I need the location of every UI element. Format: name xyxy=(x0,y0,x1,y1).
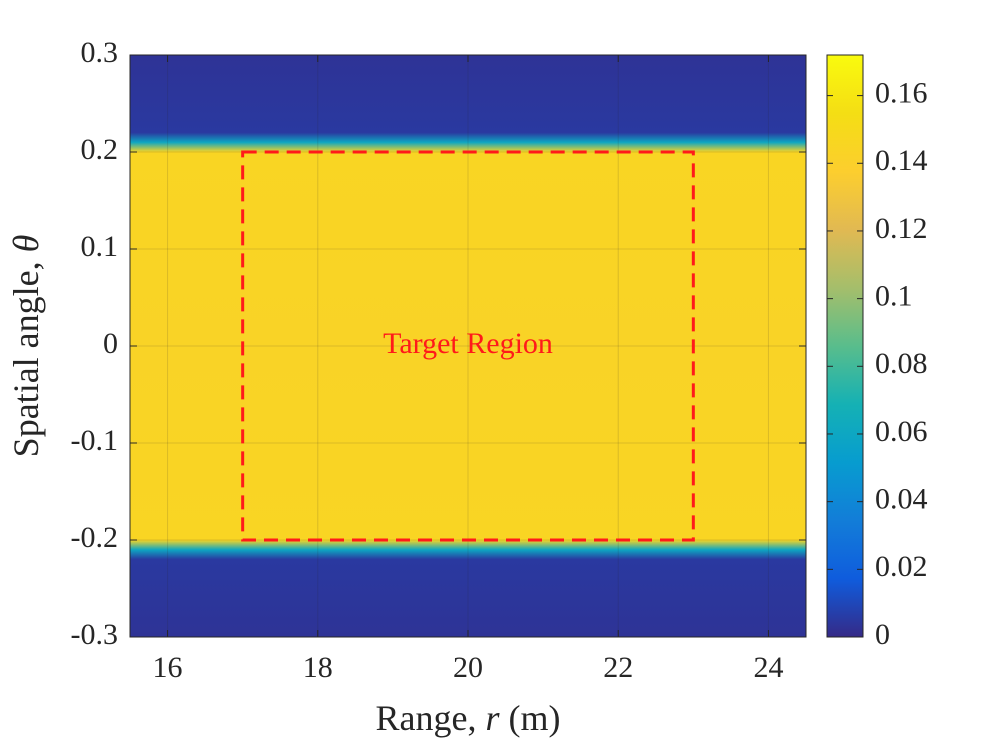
x-axis-label-var: r xyxy=(485,698,500,738)
colorbar: 0 0.02 0.04 0.06 0.08 0.1 0.12 0.14 0.16 xyxy=(826,54,928,651)
y-axis-label: Spatial angle, θ xyxy=(6,235,46,458)
y-axis-ticks: 0.3 0.2 0.1 0 -0.1 -0.2 -0.3 xyxy=(71,36,806,651)
colorbar-tick-label: 0 xyxy=(875,618,890,651)
colorbar-tick-label: 0.16 xyxy=(875,76,928,109)
y-axis-label-prefix: Spatial angle, xyxy=(6,252,46,457)
y-tick-label: -0.3 xyxy=(71,618,119,651)
x-axis-ticks: 16 18 20 22 24 xyxy=(153,55,783,684)
x-tick-label: 24 xyxy=(753,651,783,684)
x-tick-label: 16 xyxy=(153,651,183,684)
target-region-box xyxy=(241,150,695,542)
plot-area: Target Region 16 18 20 22 24 0.3 0.2 0.1 0 -0.1 -… xyxy=(71,36,807,684)
colorbar-tick-label: 0.14 xyxy=(875,144,928,177)
target-region-label: Target Region xyxy=(383,327,553,360)
x-tick-label: 20 xyxy=(453,651,483,684)
y-axis-label-var: θ xyxy=(6,235,46,253)
colorbar-ticks: 0 0.02 0.04 0.06 0.08 0.1 0.12 0.14 0.16 xyxy=(827,76,928,651)
colorbar-tick-label: 0.04 xyxy=(875,483,928,516)
x-axis-label-prefix: Range, xyxy=(376,698,486,738)
colorbar-tick-label: 0.08 xyxy=(875,347,928,380)
colorbar-tick-label: 0.02 xyxy=(875,550,928,583)
x-tick-label: 18 xyxy=(303,651,333,684)
x-axis-label: Range, r (m) xyxy=(376,698,561,738)
x-tick-label: 22 xyxy=(603,651,633,684)
y-tick-label: -0.2 xyxy=(71,521,119,554)
y-tick-label: 0.3 xyxy=(81,36,119,69)
y-tick-label: 0 xyxy=(103,327,118,360)
x-axis-label-suffix: (m) xyxy=(500,698,561,738)
y-tick-label: 0.2 xyxy=(81,133,119,166)
colorbar-tick-label: 0.06 xyxy=(875,415,928,448)
y-tick-label: -0.1 xyxy=(71,424,119,457)
y-tick-label: 0.1 xyxy=(81,230,119,263)
colorbar-tick-label: 0.1 xyxy=(875,280,913,313)
colorbar-tick-label: 0.12 xyxy=(875,212,928,245)
colorbar-scale xyxy=(826,54,864,638)
